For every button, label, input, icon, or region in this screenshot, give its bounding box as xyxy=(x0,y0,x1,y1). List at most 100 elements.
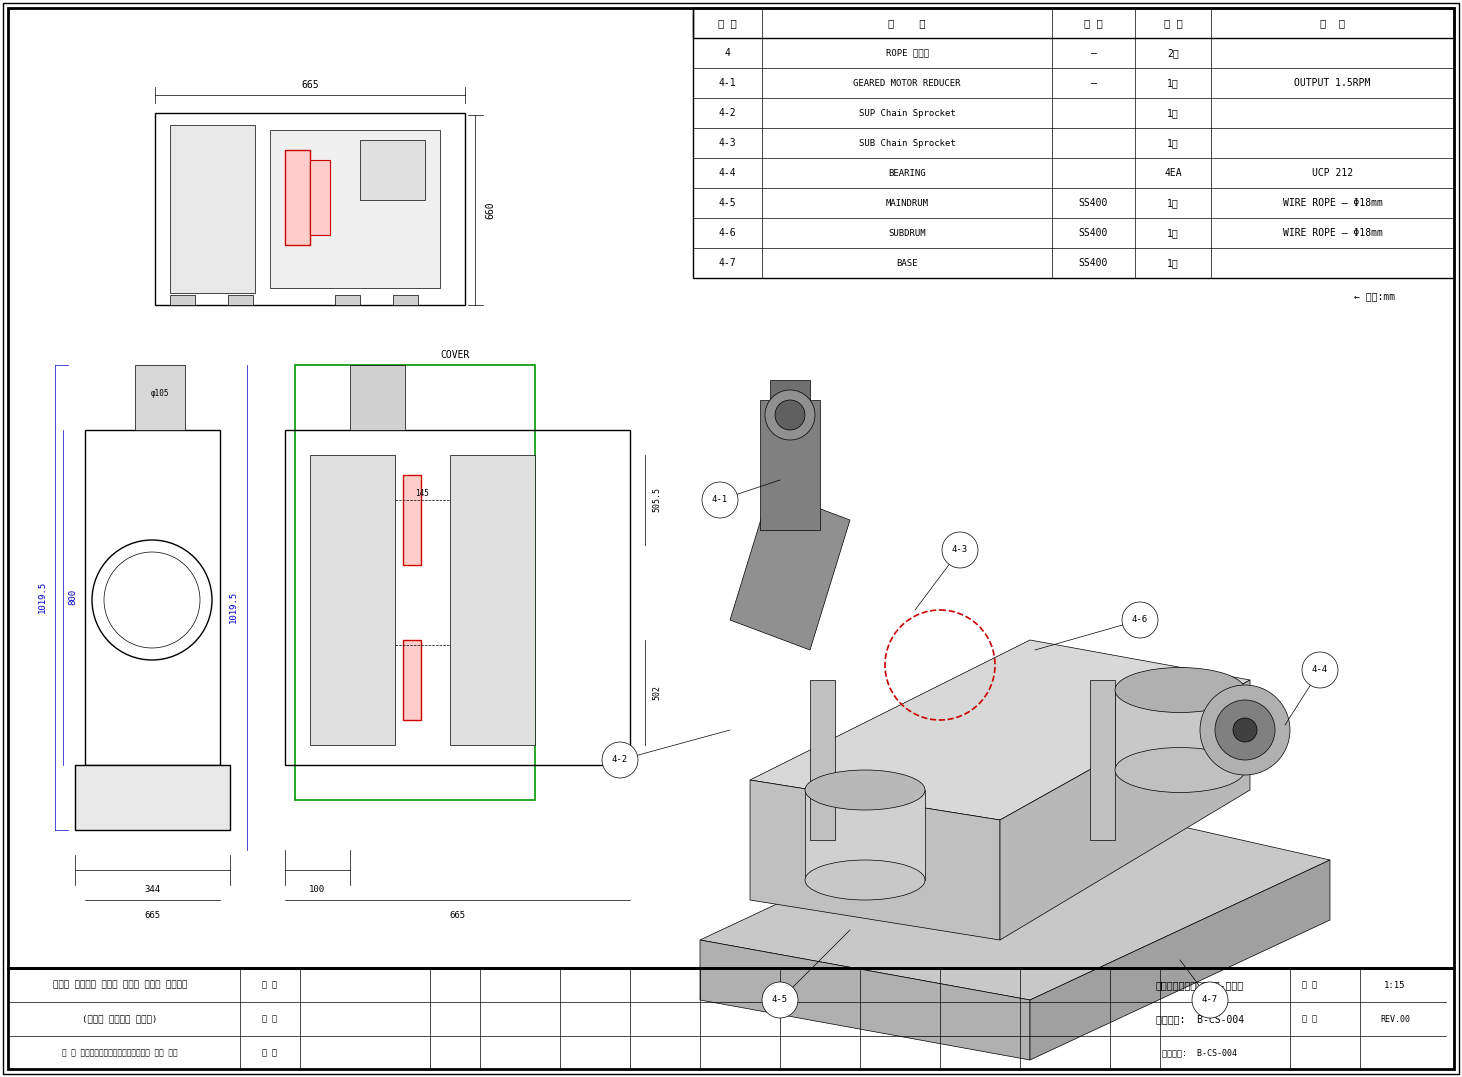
Bar xyxy=(295,365,535,800)
Polygon shape xyxy=(750,780,1000,940)
Text: 4-7: 4-7 xyxy=(1202,995,1218,1005)
Text: UCP 212: UCP 212 xyxy=(1311,168,1352,178)
Text: ROPE 구동부: ROPE 구동부 xyxy=(886,48,928,57)
Text: 344: 344 xyxy=(143,885,159,895)
Bar xyxy=(7,8,1455,968)
Text: 4-5: 4-5 xyxy=(719,198,737,208)
Bar xyxy=(310,454,395,745)
Text: BEARING: BEARING xyxy=(889,168,925,178)
Circle shape xyxy=(765,390,814,440)
Ellipse shape xyxy=(806,770,925,810)
Text: 4-7: 4-7 xyxy=(719,258,737,268)
Bar xyxy=(1091,680,1116,840)
Text: 도 면: 도 면 xyxy=(1303,1015,1317,1023)
Text: 1식: 1식 xyxy=(1167,198,1178,208)
Text: 665: 665 xyxy=(301,80,319,90)
Bar xyxy=(228,295,253,305)
Text: 도면번호:  B-CS-004: 도면번호: B-CS-004 xyxy=(1162,1049,1237,1058)
Text: 재 료: 재 료 xyxy=(1085,18,1102,28)
Text: –: – xyxy=(1091,48,1096,58)
Text: 660: 660 xyxy=(485,201,496,219)
Text: (미래의 배스테트 보도화): (미래의 배스테트 보도화) xyxy=(82,1015,158,1023)
Text: WIRE ROPE – Φ18mm: WIRE ROPE – Φ18mm xyxy=(1282,228,1383,238)
Text: 100: 100 xyxy=(308,885,325,895)
Text: 4-3: 4-3 xyxy=(952,545,968,555)
Circle shape xyxy=(1303,652,1338,688)
Bar xyxy=(393,295,418,305)
Bar xyxy=(770,380,810,410)
Text: 800: 800 xyxy=(69,589,77,605)
Bar xyxy=(75,765,230,830)
Text: 금강부 미관마을 노세리 로프식 선인권 수집시스: 금강부 미관마을 노세리 로프식 선인권 수집시스 xyxy=(53,980,187,990)
Text: 수 량: 수 량 xyxy=(1164,18,1183,28)
Ellipse shape xyxy=(1116,747,1246,793)
Polygon shape xyxy=(730,490,849,651)
Circle shape xyxy=(762,982,798,1018)
Text: 도면번호:  B-CS-004: 도면번호: B-CS-004 xyxy=(1156,1015,1244,1024)
Bar xyxy=(335,295,360,305)
Text: WIRE ROPE – Φ18mm: WIRE ROPE – Φ18mm xyxy=(1282,198,1383,208)
Bar xyxy=(170,125,254,293)
Bar xyxy=(7,968,1455,1069)
Bar xyxy=(349,365,405,430)
Text: 1식: 1식 xyxy=(1167,138,1178,148)
Bar xyxy=(404,640,421,721)
Text: BASE: BASE xyxy=(896,258,918,267)
Text: 1식: 1식 xyxy=(1167,258,1178,268)
Text: 1:15: 1:15 xyxy=(1385,980,1406,990)
Circle shape xyxy=(702,482,738,518)
Text: 1019.5: 1019.5 xyxy=(38,581,47,613)
Circle shape xyxy=(942,532,978,568)
Text: –: – xyxy=(1091,78,1096,88)
Bar xyxy=(285,150,310,244)
Bar xyxy=(270,130,440,288)
Text: SS400: SS400 xyxy=(1079,198,1108,208)
Text: 4-4: 4-4 xyxy=(719,168,737,178)
Text: 1식: 1식 xyxy=(1167,228,1178,238)
Text: 조 번: 조 번 xyxy=(718,18,737,28)
Text: SUP Chain Sprocket: SUP Chain Sprocket xyxy=(858,109,956,117)
Bar xyxy=(360,140,425,200)
Text: 665: 665 xyxy=(143,910,159,920)
Text: 비  고: 비 고 xyxy=(1320,18,1345,28)
Polygon shape xyxy=(700,791,1330,1001)
Circle shape xyxy=(1121,602,1158,638)
Ellipse shape xyxy=(806,861,925,900)
Text: 665: 665 xyxy=(449,910,465,920)
Ellipse shape xyxy=(1116,668,1246,713)
Text: 4-2: 4-2 xyxy=(613,755,629,765)
Text: 4-4: 4-4 xyxy=(1311,666,1327,674)
Text: 4-6: 4-6 xyxy=(719,228,737,238)
Circle shape xyxy=(1215,700,1275,760)
Text: SUB Chain Sprocket: SUB Chain Sprocket xyxy=(858,139,956,148)
Text: 4-3: 4-3 xyxy=(719,138,737,148)
Circle shape xyxy=(1192,982,1228,1018)
Text: 1대: 1대 xyxy=(1167,78,1178,88)
Circle shape xyxy=(1200,685,1289,775)
Text: 1019.5: 1019.5 xyxy=(228,591,237,624)
Bar xyxy=(693,8,1455,38)
Text: 설 계: 설 계 xyxy=(263,980,278,990)
Polygon shape xyxy=(1000,680,1250,940)
Bar xyxy=(85,430,219,765)
Bar xyxy=(450,454,535,745)
Polygon shape xyxy=(1031,861,1330,1060)
Text: 4: 4 xyxy=(725,48,731,58)
Bar xyxy=(810,680,835,840)
Text: φ105: φ105 xyxy=(151,389,170,397)
Text: 505.5: 505.5 xyxy=(652,488,661,513)
Text: SUBDRUM: SUBDRUM xyxy=(889,228,925,238)
Circle shape xyxy=(1232,718,1257,742)
Bar xyxy=(1116,690,1246,770)
Text: 4-1: 4-1 xyxy=(719,78,737,88)
Bar xyxy=(285,430,630,765)
Circle shape xyxy=(775,400,806,430)
Text: 4EA: 4EA xyxy=(1164,168,1181,178)
Bar xyxy=(760,400,820,530)
Text: 502: 502 xyxy=(652,685,661,699)
Text: 4-6: 4-6 xyxy=(1132,615,1148,625)
Text: ← 단위:mm: ← 단위:mm xyxy=(1354,291,1395,300)
Text: 승 인: 승 인 xyxy=(263,1049,278,1058)
Text: 4-2: 4-2 xyxy=(719,108,737,118)
Text: 145: 145 xyxy=(415,489,428,498)
